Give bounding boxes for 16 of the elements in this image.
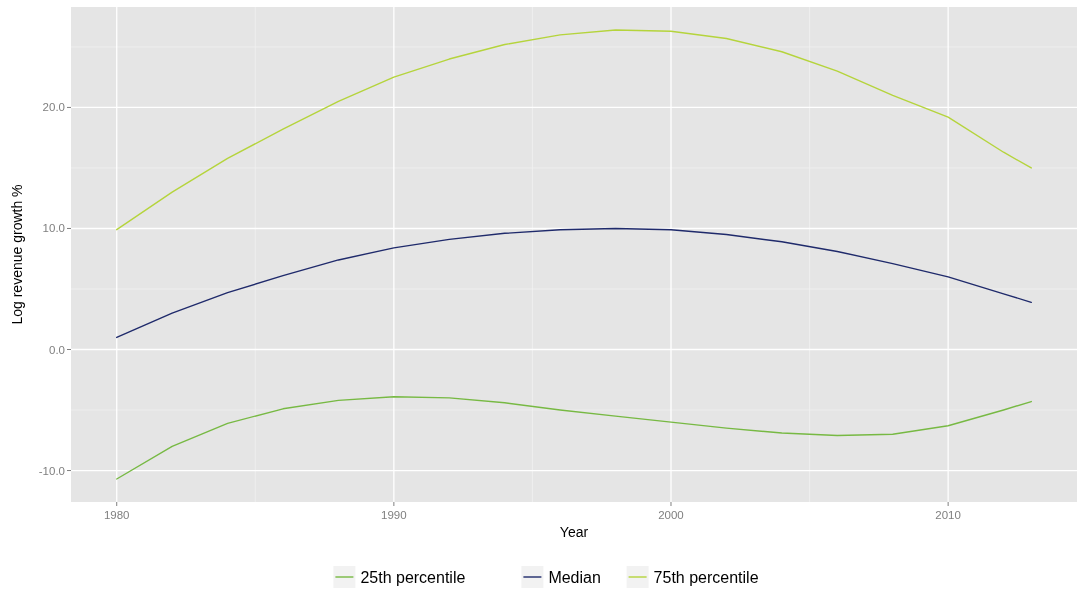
y-tick-label: 0.0 <box>49 343 65 356</box>
y-axis-title: Log revenue growth % <box>9 184 25 325</box>
line-series <box>116 396 1032 480</box>
y-tick-label: 20.0 <box>42 101 65 114</box>
y-tick-label: -10.0 <box>38 464 65 477</box>
x-tick-label: 1990 <box>381 509 407 521</box>
legend-label: 75th percentile <box>653 569 759 586</box>
x-tick-label: 2000 <box>658 509 684 521</box>
x-tick-label: 1980 <box>103 509 130 521</box>
line-series <box>116 227 1032 339</box>
y-tick-label: 10.0 <box>42 222 65 235</box>
legend-label: Median <box>548 569 601 586</box>
line-series <box>116 29 1032 231</box>
x-axis-title: Year <box>559 524 589 540</box>
x-tick-label: 2010 <box>935 509 961 521</box>
legend-label: 25th percentile <box>360 569 466 586</box>
